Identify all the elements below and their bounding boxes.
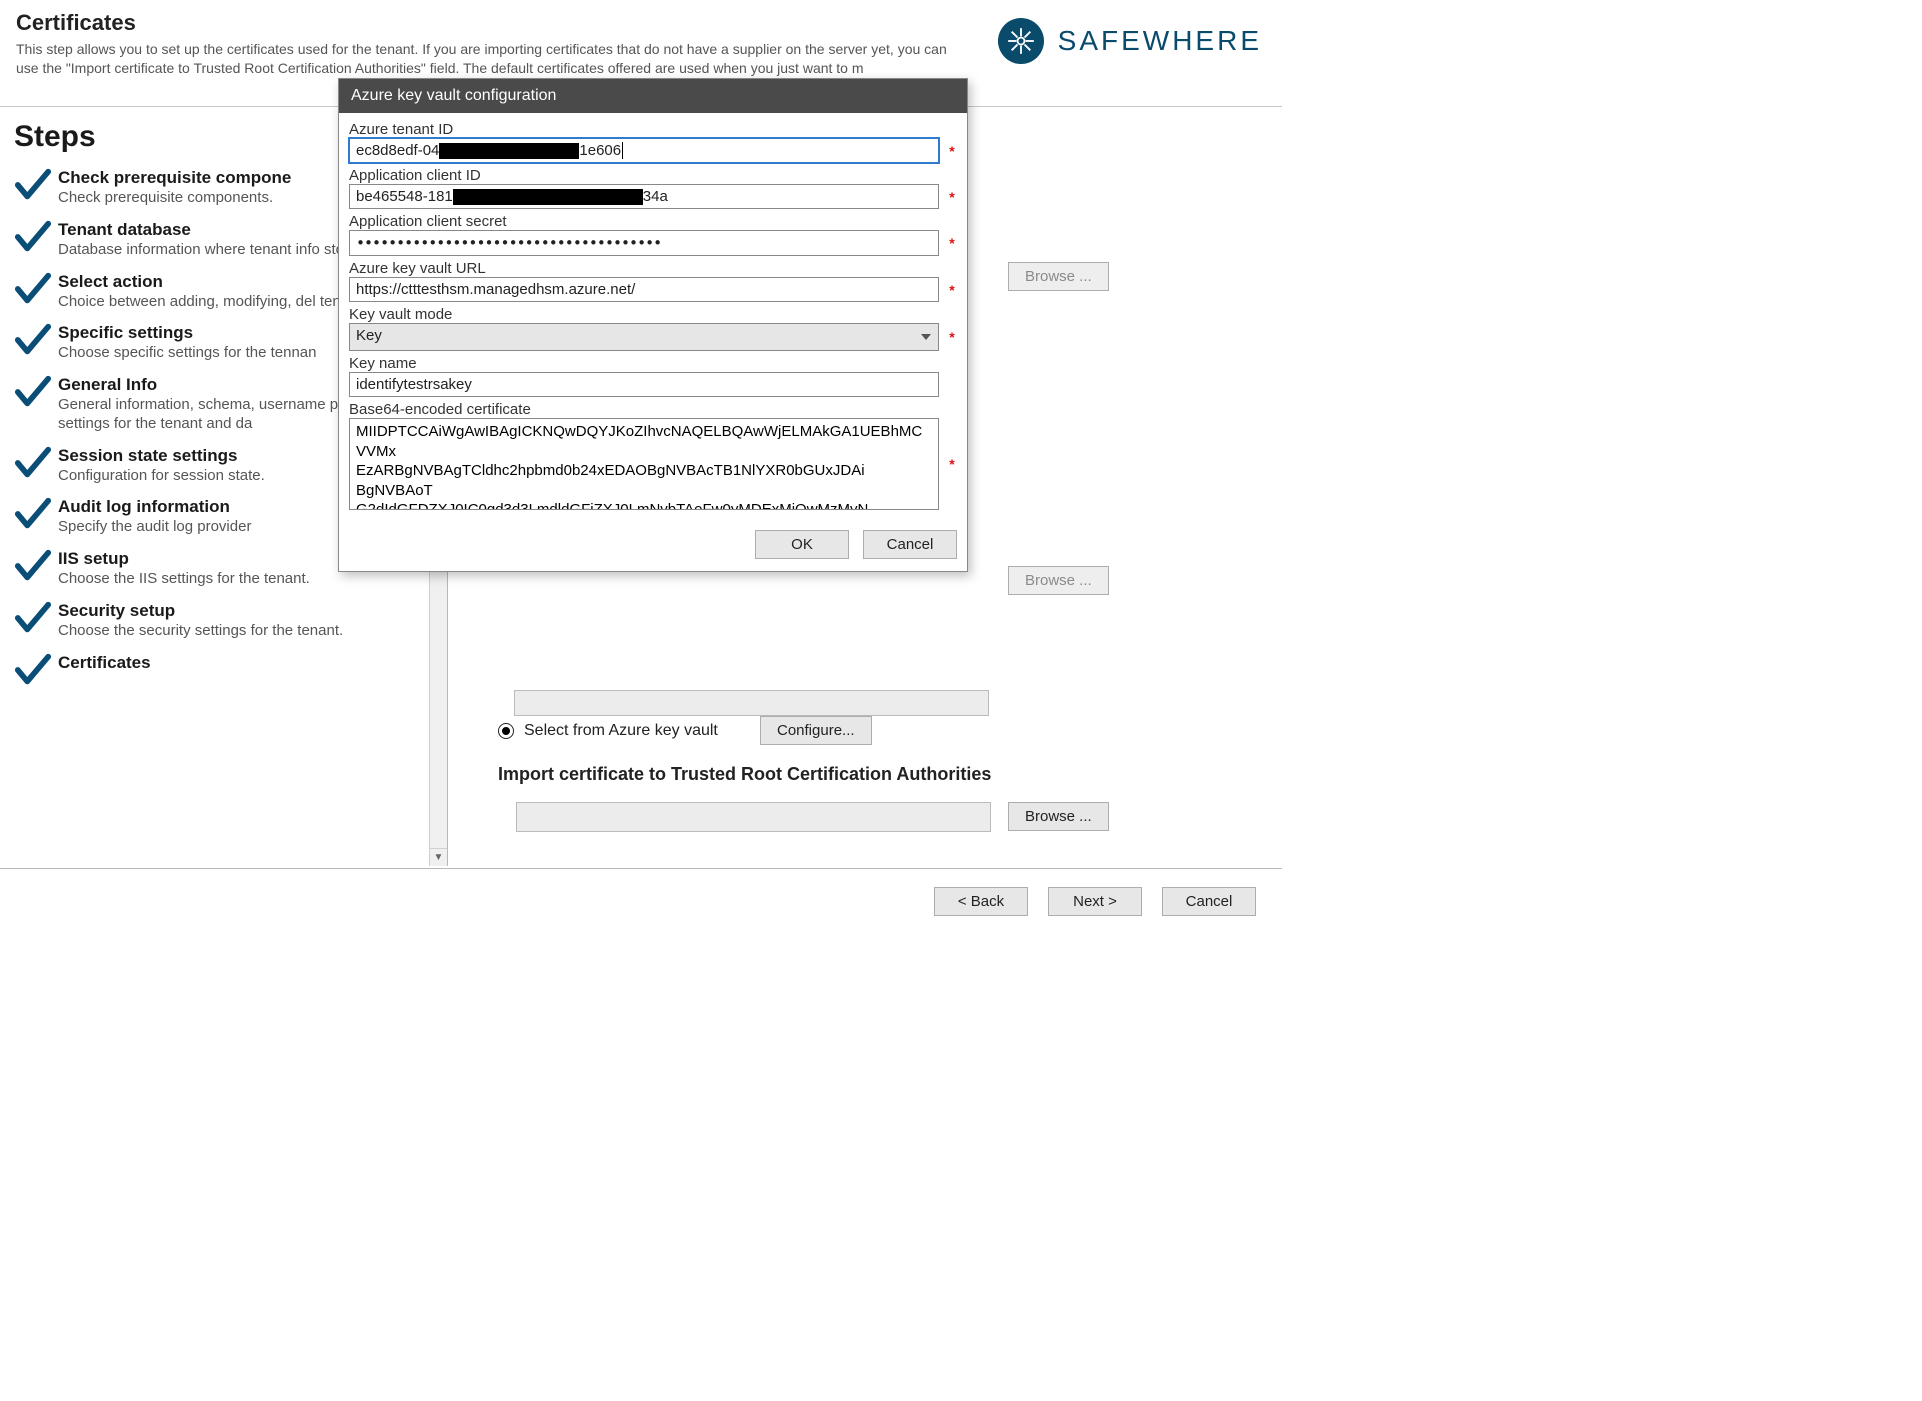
back-button[interactable]: < Back — [934, 887, 1028, 916]
required-icon: * — [947, 456, 957, 472]
label-vault-url: Azure key vault URL — [349, 260, 957, 277]
input-client-secret[interactable]: •••••••••••••••••••••••••••••••••••••• — [349, 230, 939, 256]
redaction — [439, 143, 579, 159]
select-vault-mode[interactable]: Key — [349, 323, 939, 351]
step-item[interactable]: Certificates — [14, 651, 441, 683]
page-subtitle: This step allows you to set up the certi… — [16, 40, 956, 78]
radio-label: Select from Azure key vault — [524, 722, 718, 740]
label-cert-b64: Base64-encoded certificate — [349, 401, 957, 418]
header: Certificates This step allows you to set… — [0, 0, 1282, 84]
next-button[interactable]: Next > — [1048, 887, 1142, 916]
check-icon — [14, 373, 52, 411]
check-icon — [14, 166, 52, 204]
radio-checked-icon[interactable] — [498, 723, 514, 739]
wizard-footer: < Back Next > Cancel — [0, 868, 1282, 934]
azure-key-vault-dialog: Azure key vault configuration Azure tena… — [338, 78, 968, 572]
required-icon: * — [947, 235, 957, 251]
required-icon: * — [947, 329, 957, 345]
configure-button[interactable]: Configure... — [760, 716, 872, 745]
logo-text: SAFEWHERE — [1058, 25, 1262, 57]
input-key-name[interactable]: identifytestrsakey — [349, 372, 939, 397]
cancel-button[interactable]: Cancel — [863, 530, 957, 559]
step-title: Security setup — [58, 601, 441, 621]
step-desc: Choose the IIS settings for the tenant. — [58, 570, 441, 589]
label-client-secret: Application client secret — [349, 213, 957, 230]
import-section-title: Import certificate to Trusted Root Certi… — [498, 764, 991, 785]
redaction — [453, 189, 643, 205]
required-icon: * — [947, 282, 957, 298]
step-title: Certificates — [58, 653, 441, 673]
certificate-path-input[interactable] — [514, 690, 989, 716]
textarea-cert-b64[interactable] — [349, 418, 939, 510]
check-icon — [14, 599, 52, 637]
dialog-title: Azure key vault configuration — [339, 79, 967, 113]
required-icon: * — [947, 189, 957, 205]
check-icon — [14, 218, 52, 256]
logo-icon — [998, 18, 1044, 64]
input-tenant-id[interactable]: ec8d8edf-041e606 — [349, 138, 939, 163]
input-client-id[interactable]: be465548-18134a — [349, 184, 939, 209]
radio-azure-key-vault[interactable]: Select from Azure key vault — [498, 722, 718, 740]
check-icon — [14, 495, 52, 533]
check-icon — [14, 651, 52, 689]
label-vault-mode: Key vault mode — [349, 306, 957, 323]
browse-button[interactable]: Browse ... — [1008, 802, 1109, 831]
step-desc: Choose the security settings for the ten… — [58, 622, 441, 641]
required-icon: * — [947, 143, 957, 159]
ok-button[interactable]: OK — [755, 530, 849, 559]
label-tenant-id: Azure tenant ID — [349, 121, 957, 138]
browse-button-disabled-2: Browse ... — [1008, 566, 1109, 595]
input-vault-url[interactable]: https://ctttesthsm.managedhsm.azure.net/ — [349, 277, 939, 302]
logo: SAFEWHERE — [998, 18, 1262, 64]
check-icon — [14, 444, 52, 482]
label-client-id: Application client ID — [349, 167, 957, 184]
label-key-name: Key name — [349, 355, 957, 372]
check-icon — [14, 270, 52, 308]
scroll-down-icon[interactable]: ▼ — [430, 848, 447, 866]
import-cert-input[interactable] — [516, 802, 991, 832]
cancel-wizard-button[interactable]: Cancel — [1162, 887, 1256, 916]
check-icon — [14, 321, 52, 359]
check-icon — [14, 547, 52, 585]
step-item[interactable]: Security setupChoose the security settin… — [14, 599, 441, 651]
browse-button-disabled-1: Browse ... — [1008, 262, 1109, 291]
